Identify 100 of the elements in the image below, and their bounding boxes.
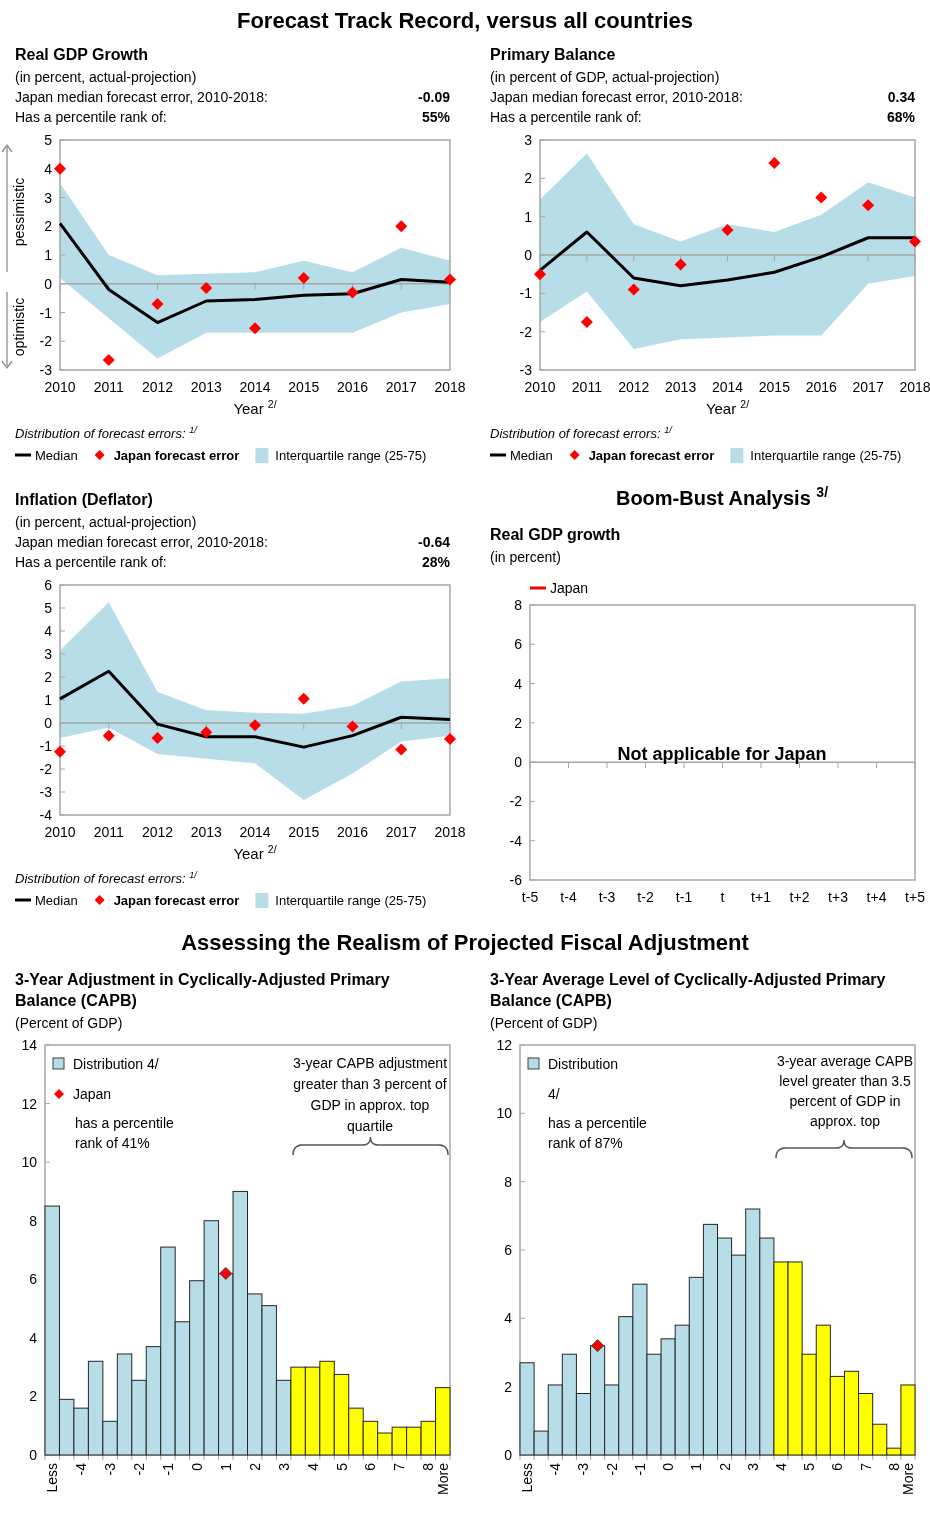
- text: 28%: [421, 554, 451, 570]
- chart-title: Real GDP Growth: [15, 46, 149, 63]
- y-tick-label: 4: [44, 160, 53, 177]
- y-tick-label: -1: [519, 285, 533, 302]
- chart-subtitle: (in percent, actual-projection): [15, 69, 197, 85]
- legend-label: Japan: [550, 580, 589, 596]
- y-tick-label: 0: [44, 715, 53, 731]
- y-tick-label: 12: [21, 1095, 38, 1112]
- y-tick-label: 1: [44, 692, 53, 708]
- y-tick-label: -2: [39, 333, 53, 350]
- x-tick-label: 0: [660, 1462, 677, 1471]
- x-tick-label: t+4: [866, 889, 887, 905]
- point: [346, 286, 359, 299]
- x-tick-label: 2015: [288, 379, 320, 395]
- x-tick-label: More: [434, 1462, 451, 1495]
- y-tick-label: -6: [509, 872, 523, 888]
- x-tick-label: 2013: [190, 824, 223, 840]
- annotation: has a percentile rank of 87%: [548, 1115, 648, 1151]
- y-tick-label: 4: [514, 675, 523, 692]
- y-tick-label: 2: [29, 1388, 38, 1405]
- y-tick-label: 4: [504, 1310, 513, 1327]
- point: [580, 316, 593, 329]
- legend-label: Japan: [73, 1086, 112, 1102]
- point: [346, 720, 359, 733]
- chart-title: Real GDP growth: [490, 526, 621, 543]
- x-tick-label: -4: [73, 1462, 90, 1476]
- y-tick-label: 3: [524, 132, 533, 148]
- y-tick-label: 6: [44, 577, 53, 593]
- x-tick-label: 2: [246, 1462, 263, 1471]
- point: [297, 272, 310, 284]
- y-tick-label: 3: [44, 189, 53, 206]
- x-tick-label: 1: [688, 1462, 705, 1471]
- x-tick-label: 5: [333, 1462, 350, 1471]
- x-tick-label: 6: [362, 1462, 379, 1471]
- y-tick-label: 1: [524, 208, 533, 225]
- chart-subtitle: (Percent of GDP): [490, 1015, 598, 1031]
- x-tick-label: -2: [603, 1462, 620, 1476]
- point: [54, 162, 66, 175]
- text: 0.34: [887, 89, 916, 105]
- text: 55%: [421, 109, 451, 125]
- y-tick-label: 6: [504, 1242, 513, 1258]
- y-tick-label: 1: [44, 247, 53, 263]
- y-tick-label: -1: [39, 304, 53, 321]
- x-tick-label: 5: [801, 1462, 818, 1471]
- legend-title: Distribution of forecast errors: $^{1/}$: [15, 870, 199, 886]
- x-tick-label: 6: [829, 1462, 846, 1471]
- point: [721, 224, 734, 237]
- chart-title: 3-Year Average Level of Cyclically-Adjusted Primary Balance (CAPB): [490, 971, 886, 1009]
- x-tick-label: 2010: [44, 824, 76, 840]
- x-tick-label: 3: [275, 1462, 292, 1471]
- text: Has a percentile rank of:: [15, 109, 167, 125]
- x-tick-label: 0: [188, 1462, 205, 1471]
- legend-label: Japan forecast error: [113, 893, 240, 908]
- y-tick-label: -3: [39, 362, 53, 378]
- x-tick-label: 2012: [141, 824, 174, 840]
- text: pessimistic: [11, 177, 27, 247]
- x-tick-label: 8: [885, 1462, 902, 1471]
- x-tick-label: 3: [744, 1462, 761, 1471]
- chart-subtitle: (in percent, actual-projection): [15, 514, 197, 530]
- y-tick-label: 10: [496, 1105, 513, 1122]
- x-tick-label: 1: [217, 1462, 234, 1471]
- point: [862, 199, 875, 212]
- y-tick-label: -3: [39, 784, 53, 800]
- chart-subtitle: (Percent of GDP): [15, 1015, 123, 1031]
- text: optimistic: [11, 297, 27, 357]
- text: Has a percentile rank of:: [15, 554, 167, 570]
- point: [768, 157, 781, 169]
- y-tick-label: 5: [44, 132, 53, 148]
- point: [444, 733, 456, 746]
- x-tick-label: 2017: [385, 379, 418, 395]
- x-tick-label: t-1: [675, 889, 693, 905]
- y-tick-label: 0: [524, 247, 533, 263]
- x-tick-label: 2013: [665, 379, 697, 395]
- x-tick-label: 4: [772, 1462, 789, 1471]
- x-tick-label: 2016: [336, 824, 369, 840]
- text: -0.64: [418, 534, 451, 550]
- point: [815, 191, 828, 204]
- y-tick-label: -4: [39, 807, 53, 823]
- y-tick-label: 4: [44, 623, 53, 639]
- point: [102, 353, 115, 366]
- x-tick-label: -1: [631, 1462, 648, 1476]
- text: -0.09: [418, 89, 451, 105]
- x-tick-label: 2012: [141, 379, 174, 395]
- x-tick-label: 2017: [385, 824, 418, 840]
- y-tick-label: 8: [514, 597, 523, 613]
- x-tick-label: 8: [420, 1462, 437, 1471]
- annotation: Not applicable for Japan: [617, 744, 827, 764]
- y-tick-label: 3: [44, 646, 53, 662]
- point: [249, 322, 261, 335]
- legend-label: Median: [510, 448, 553, 463]
- x-tick-label: t+2: [789, 889, 810, 905]
- x-tick-label: 2014: [711, 379, 744, 395]
- x-tick-label: 2018: [434, 379, 466, 395]
- x-tick-label: -4: [547, 1462, 564, 1476]
- y-tick-label: -2: [519, 323, 533, 340]
- x-tick-label: t-2: [637, 889, 654, 905]
- point: [200, 282, 213, 295]
- line-series: [58, 669, 452, 749]
- x-tick-label: 2017: [852, 379, 884, 395]
- x-tick-label: 2014: [239, 824, 271, 840]
